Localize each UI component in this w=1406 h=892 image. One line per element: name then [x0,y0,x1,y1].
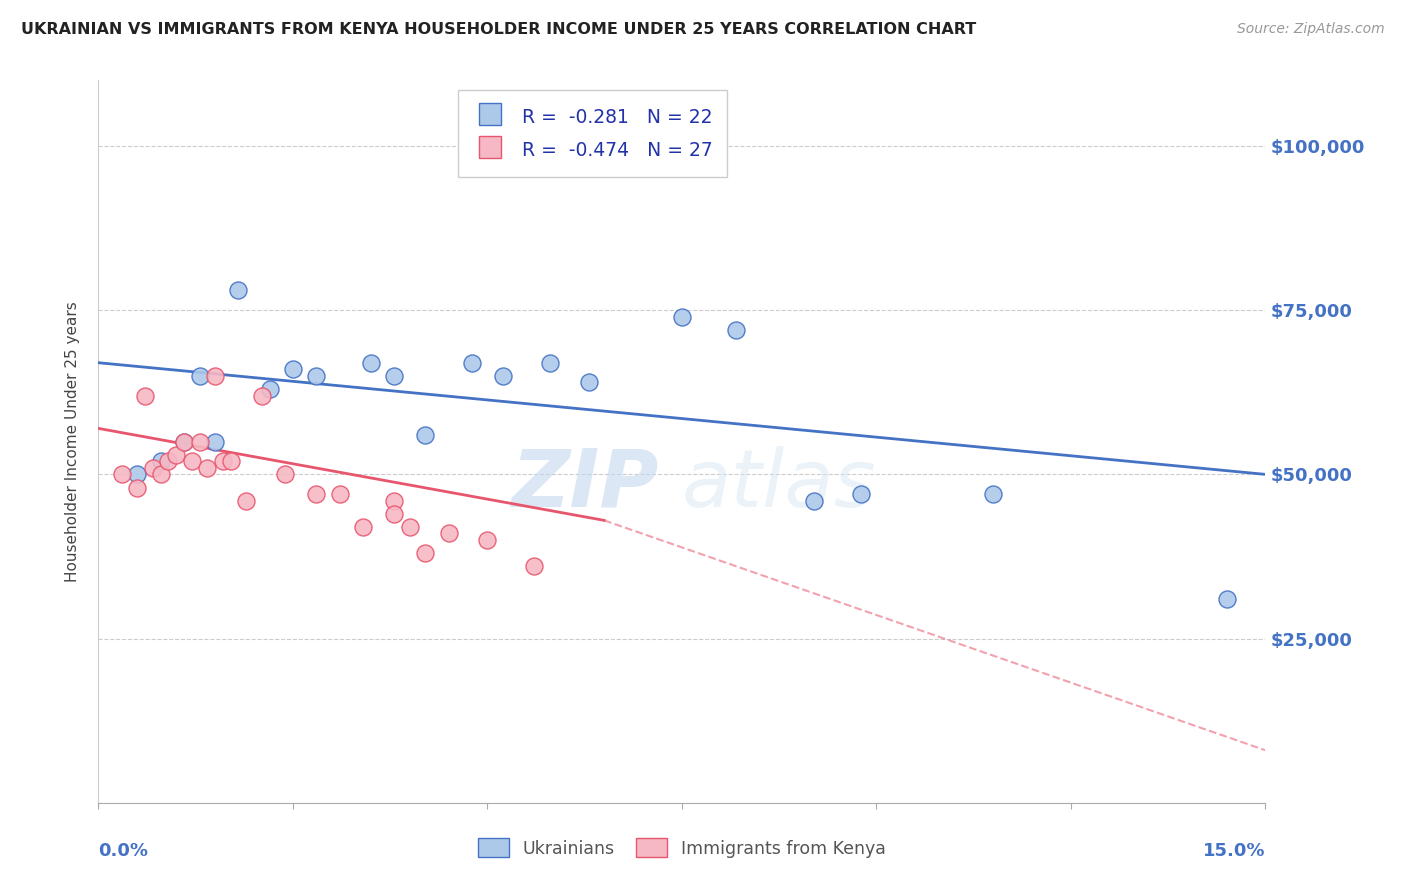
Point [219,454,242,468]
Point [142,460,165,475]
Point [329,487,352,501]
Point [305,368,328,383]
Legend: Ukrainians, Immigrants from Kenya: Ukrainians, Immigrants from Kenya [470,830,894,866]
Text: 15.0%: 15.0% [1204,842,1265,860]
Point [578,376,600,390]
Point [212,454,235,468]
Point [492,368,515,383]
Point [127,481,149,495]
Point [165,448,187,462]
Point [671,310,693,324]
Point [180,454,202,468]
Point [382,368,405,383]
Point [477,533,499,547]
Point [382,493,405,508]
Point [538,356,561,370]
Point [437,526,460,541]
Point [127,467,149,482]
Point [461,356,484,370]
Point [188,368,211,383]
Point [360,356,382,370]
Point [149,467,172,482]
Point [382,507,405,521]
Point [149,454,172,468]
Text: Source: ZipAtlas.com: Source: ZipAtlas.com [1237,22,1385,37]
Point [173,434,195,449]
Point [803,493,825,508]
Point [413,428,436,442]
Point [259,382,281,396]
Point [413,546,436,560]
Y-axis label: Householder Income Under 25 years: Householder Income Under 25 years [65,301,80,582]
Point [204,434,226,449]
Point [228,284,250,298]
Point [111,467,134,482]
Point [173,434,195,449]
Point [274,467,297,482]
Point [188,434,211,449]
Point [250,388,273,402]
Text: atlas: atlas [682,446,877,524]
Point [134,388,156,402]
Point [1215,592,1237,607]
Point [305,487,328,501]
Point [725,323,748,337]
Text: ZIP: ZIP [512,446,658,524]
Point [204,368,226,383]
Text: UKRAINIAN VS IMMIGRANTS FROM KENYA HOUSEHOLDER INCOME UNDER 25 YEARS CORRELATION: UKRAINIAN VS IMMIGRANTS FROM KENYA HOUSE… [21,22,976,37]
Point [849,487,872,501]
Text: 0.0%: 0.0% [98,842,149,860]
Point [352,520,374,534]
Point [235,493,257,508]
Point [157,454,180,468]
Point [398,520,420,534]
Point [281,362,304,376]
Point [195,460,218,475]
Point [981,487,1004,501]
Point [523,559,546,574]
